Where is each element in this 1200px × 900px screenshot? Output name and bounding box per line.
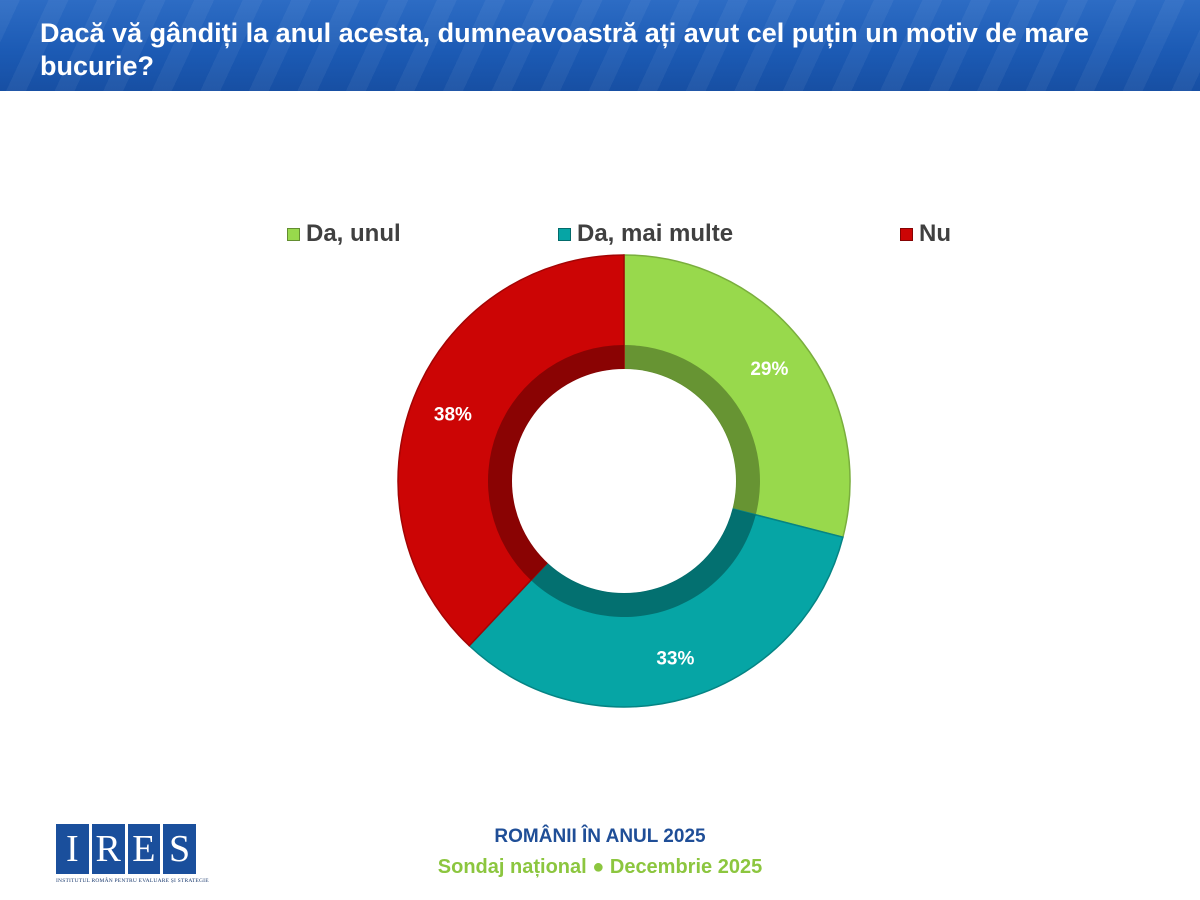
logo-letter-s: S xyxy=(163,824,196,874)
slice-shade-da-unul xyxy=(624,345,760,515)
chart-legend: Da, unul Da, mai multe Nu xyxy=(0,220,1200,250)
logo-letter-r: R xyxy=(91,824,125,874)
data-label-da-unul: 29% xyxy=(750,359,788,380)
data-label-da-mai-multe: 33% xyxy=(656,649,694,670)
page-title: Dacă vă gândiți la anul acesta, dumneavo… xyxy=(40,18,1089,81)
logo-letter-i: I xyxy=(56,824,89,874)
footer-survey-date: Sondaj național ● Decembrie 2025 xyxy=(437,856,763,878)
legend-label-da-unul: Da, unul xyxy=(306,220,401,247)
legend-item-da-mai-multe: Da, mai multe xyxy=(558,220,733,248)
legend-swatch-nu xyxy=(900,227,913,241)
header-banner: Dacă vă gândiți la anul acesta, dumneavo… xyxy=(0,0,1200,91)
slice-shade-nu xyxy=(488,345,624,581)
legend-swatch-da-unul xyxy=(287,227,300,241)
legend-label-nu: Nu xyxy=(919,220,951,247)
donut-hole xyxy=(512,369,736,593)
data-label-nu: 38% xyxy=(434,404,472,425)
legend-item-nu: Nu xyxy=(900,220,951,248)
legend-item-da-unul: Da, unul xyxy=(287,220,401,248)
footer-survey-title: ROMÂNII ÎN ANUL 2025 xyxy=(494,826,706,847)
slice-shade-da-mai-multe xyxy=(530,508,756,617)
legend-label-da-mai-multe: Da, mai multe xyxy=(577,220,734,247)
ires-logo: I R E S INSTITUTUL ROMÂN PENTRU EVALUARE… xyxy=(56,824,209,888)
logo-letter-e: E xyxy=(127,824,161,874)
logo-caption: INSTITUTUL ROMÂN PENTRU EVALUARE ȘI STRA… xyxy=(56,878,209,884)
legend-swatch-da-mai-multe xyxy=(558,227,571,241)
